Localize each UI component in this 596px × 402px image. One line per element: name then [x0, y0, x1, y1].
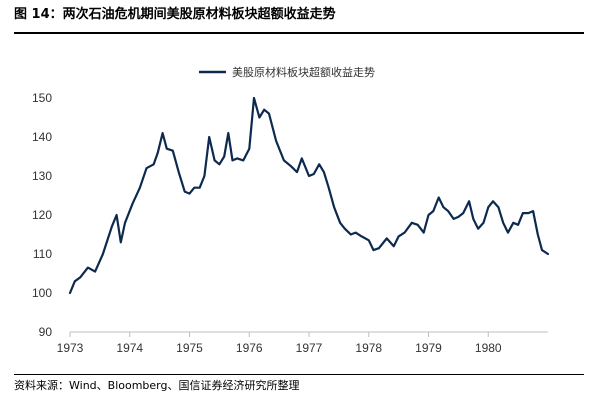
- y-tick-label: 110: [33, 247, 52, 261]
- figure-title: 图 14：两次石油危机期间美股原材料板块超额收益走势: [14, 7, 336, 22]
- x-tick-label: 1974: [116, 341, 143, 355]
- x-tick-label: 1980: [475, 341, 502, 355]
- legend-label: 美股原材料板块超额收益走势: [232, 65, 375, 79]
- x-tick-label: 1978: [355, 341, 382, 355]
- y-tick-label: 130: [32, 169, 52, 183]
- chart-legend: 美股原材料板块超额收益走势: [199, 65, 375, 79]
- x-tick-label: 1975: [176, 341, 203, 355]
- x-tick-label: 1973: [57, 341, 84, 355]
- y-tick-label: 90: [39, 325, 53, 339]
- y-tick-label: 120: [32, 208, 52, 222]
- source-rule: [14, 374, 584, 375]
- figure-source: 资料来源：Wind、Bloomberg、国信证券经济研究所整理: [14, 379, 300, 392]
- x-tick-label: 1977: [296, 341, 323, 355]
- chart-axes: 90 100 110 120 130 140 150 1973 1974 1975 1976 1977…: [32, 91, 548, 355]
- chart-plot-area: [68, 96, 550, 295]
- y-tick-label: 100: [32, 286, 52, 300]
- y-tick-label: 150: [32, 91, 52, 105]
- series-line-0: [68, 96, 550, 295]
- title-rule: [14, 32, 584, 34]
- x-tick-label: 1976: [236, 341, 263, 355]
- x-tick-label: 1979: [415, 341, 442, 355]
- y-tick-label: 140: [32, 130, 52, 144]
